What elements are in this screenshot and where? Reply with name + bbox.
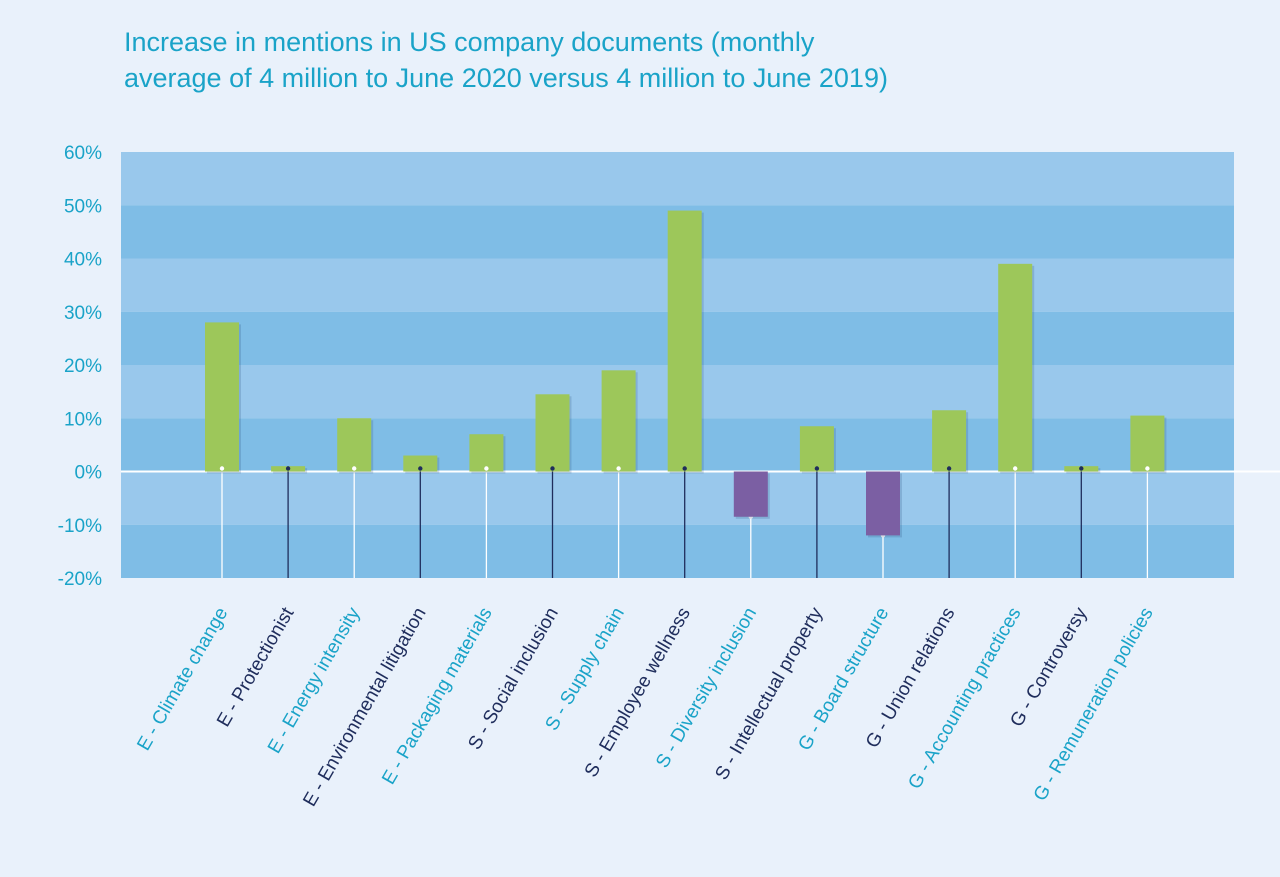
- bar: [1130, 415, 1165, 472]
- bar: [403, 455, 438, 472]
- y-tick-label: 60%: [64, 143, 102, 164]
- leader-dot-top: [418, 466, 423, 471]
- chart-title-line-2: average of 4 million to June 2020 versus…: [124, 63, 888, 93]
- x-category-label: G - Remuneration policies: [1030, 604, 1158, 805]
- leader-dot-top: [682, 466, 687, 471]
- y-tick-label: 0%: [75, 463, 103, 484]
- x-category-label: G - Accounting practices: [904, 604, 1025, 793]
- y-axis-tick-labels: 60% 50% 40% 30% 20% 10% 0% -10% -20%: [58, 143, 102, 590]
- x-category-label: E - Environmental litigation: [299, 604, 430, 810]
- chart-title: Increase in mentions in US company docum…: [124, 24, 1124, 96]
- leader-dot-top: [1079, 466, 1084, 471]
- bars: [205, 210, 1167, 538]
- leader-dot-top: [814, 466, 820, 471]
- background-band: [121, 471, 1234, 525]
- y-tick-label: 30%: [64, 303, 102, 324]
- leader-dot-top: [616, 466, 621, 471]
- leader-dot-top: [1013, 466, 1018, 471]
- bar: [469, 434, 504, 472]
- bar: [667, 210, 702, 472]
- background-band: [121, 524, 1234, 578]
- bar: [601, 370, 636, 472]
- y-tick-label: -10%: [58, 516, 102, 537]
- leader-dot-top: [1145, 466, 1150, 471]
- background-band: [121, 152, 1234, 206]
- leader-dot-top: [219, 466, 225, 471]
- bar: [866, 471, 900, 536]
- leader-dot-top: [550, 466, 555, 471]
- y-tick-label: 20%: [64, 356, 102, 377]
- bar: [799, 426, 834, 472]
- bar: [205, 322, 239, 472]
- y-tick-label: 50%: [64, 196, 102, 217]
- chart-title-line-1: Increase in mentions in US company docum…: [124, 27, 815, 57]
- bar: [733, 471, 768, 517]
- bar: [337, 418, 372, 472]
- y-tick-label: -20%: [58, 569, 102, 590]
- bar: [932, 410, 967, 472]
- leader-dot-top: [352, 466, 357, 471]
- y-tick-label: 40%: [64, 250, 102, 271]
- y-tick-label: 10%: [64, 409, 102, 430]
- x-category-label: E - Climate change: [133, 604, 232, 754]
- leader-dot-top: [946, 466, 952, 471]
- leader-dot-top: [285, 466, 291, 471]
- bar: [535, 394, 570, 472]
- bar: [998, 263, 1033, 472]
- leader-dot-top: [484, 466, 489, 471]
